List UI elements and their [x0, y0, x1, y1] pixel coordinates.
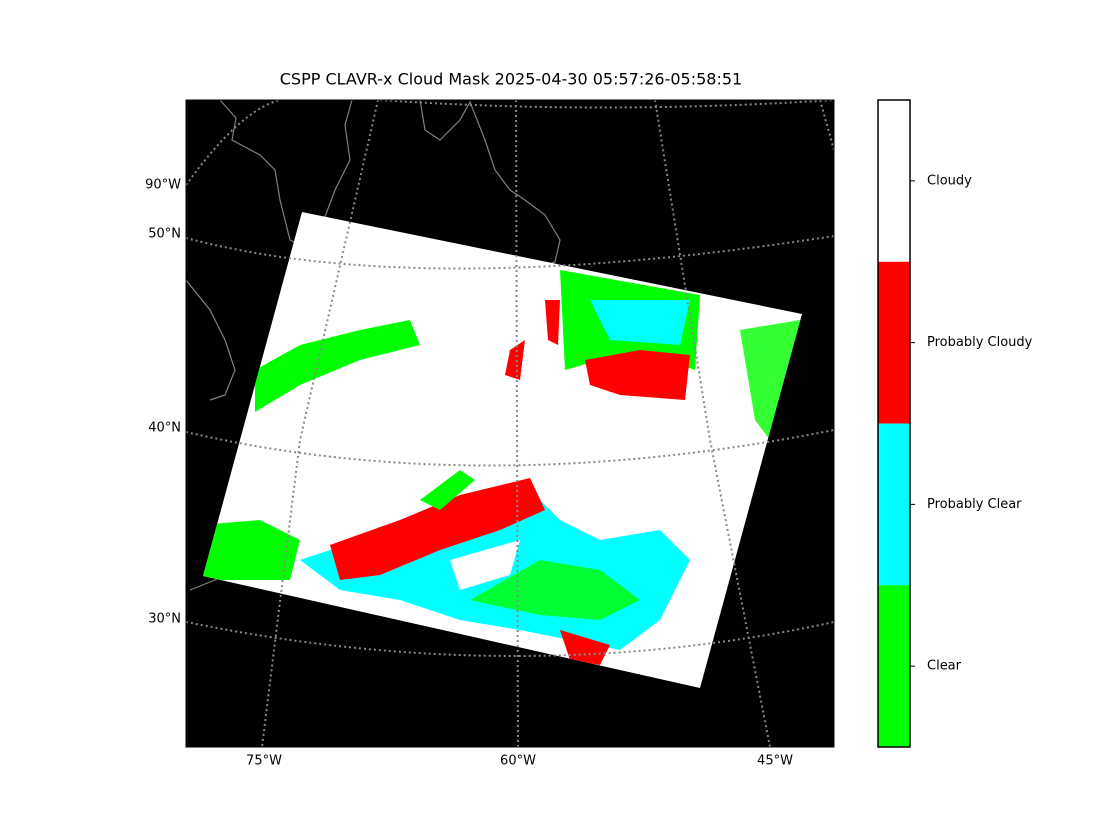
lat-label: 90°W: [145, 178, 181, 193]
lon-label: 75°W: [246, 754, 282, 769]
map: [186, 100, 834, 747]
colorbar-segment: [878, 423, 910, 586]
colorbar-segment: [878, 100, 910, 262]
colorbar-label: Cloudy: [927, 173, 972, 188]
map-title: CSPP CLAVR-x Cloud Mask 2025-04-30 05:57…: [280, 70, 742, 89]
graticule: [186, 100, 834, 747]
lat-label: 50°N: [148, 227, 181, 242]
colorbar-label: Clear: [927, 659, 962, 674]
map-frame: [185, 99, 835, 748]
lat-label: 30°N: [148, 612, 181, 627]
lon-label: 60°W: [500, 754, 536, 769]
colorbar-segment: [878, 261, 910, 424]
colorbar-frame: [877, 99, 911, 748]
lon-label: 45°W: [757, 754, 793, 769]
lat-label: 40°N: [148, 421, 181, 436]
colorbar: Cloudy Probably Cloudy Probably Clear Clear: [877, 99, 1033, 748]
colorbar-label: Probably Clear: [927, 497, 1022, 512]
colorbar-segment: [878, 585, 910, 747]
colorbar-label: Probably Cloudy: [927, 335, 1033, 350]
